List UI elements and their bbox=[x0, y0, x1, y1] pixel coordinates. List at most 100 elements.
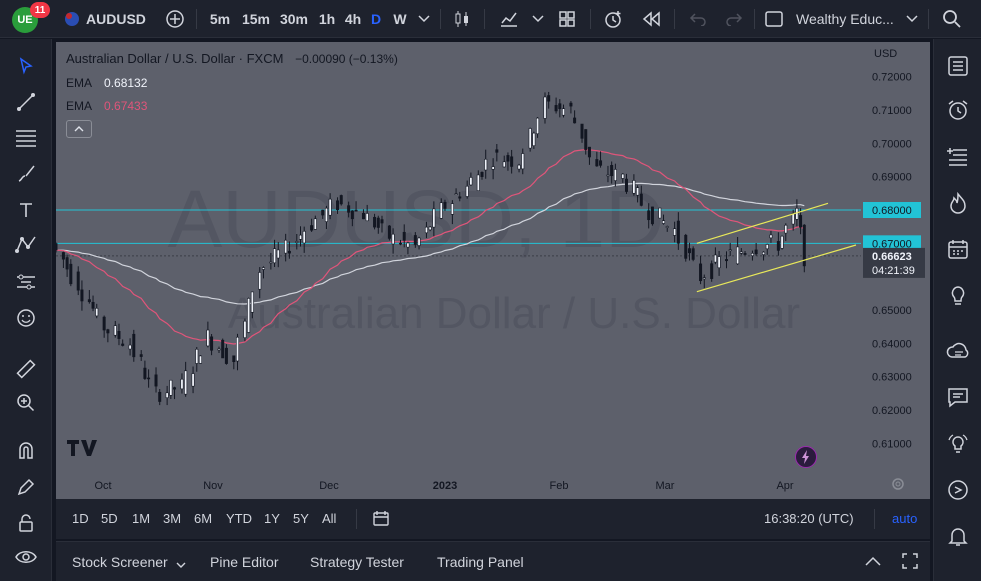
lock-icon[interactable] bbox=[12, 509, 40, 537]
candle-up bbox=[428, 226, 432, 231]
watermark-name: Australian Dollar / U.S. Dollar bbox=[228, 289, 800, 338]
candle-down bbox=[495, 149, 499, 153]
replay-icon[interactable] bbox=[638, 0, 664, 38]
chevron-up-icon[interactable] bbox=[864, 554, 882, 570]
chat-icon[interactable] bbox=[944, 383, 972, 411]
candle-down bbox=[354, 209, 358, 212]
collapse-legend-button[interactable] bbox=[66, 120, 92, 138]
pattern-icon[interactable] bbox=[12, 231, 40, 259]
tab-strategy-tester[interactable]: Strategy Tester bbox=[310, 554, 404, 570]
lightbulb-signal-icon[interactable] bbox=[944, 429, 972, 457]
range-3m[interactable]: 3M bbox=[163, 511, 182, 526]
undo-icon[interactable] bbox=[686, 0, 710, 38]
layout-name[interactable]: Wealthy Educ... bbox=[796, 11, 894, 27]
interval-30m[interactable]: 30m bbox=[279, 11, 309, 27]
range-ytd[interactable]: YTD bbox=[226, 511, 252, 526]
candle-up bbox=[662, 220, 666, 224]
ruler-icon[interactable] bbox=[12, 355, 40, 383]
bottom-panel-tabs: Stock Screener Pine Editor Strategy Test… bbox=[56, 541, 930, 581]
trendline-icon[interactable] bbox=[12, 88, 40, 116]
drawing-toolbar bbox=[0, 39, 52, 581]
brush-icon[interactable] bbox=[12, 160, 40, 188]
candle-up bbox=[313, 218, 317, 230]
flag-icon bbox=[62, 0, 82, 38]
candle-up bbox=[295, 241, 299, 243]
price-tick-label: 0.72000 bbox=[872, 72, 912, 84]
symbol-search[interactable]: AUDUSD bbox=[86, 11, 146, 27]
lightning-icon[interactable] bbox=[795, 446, 817, 468]
watchlist-icon[interactable] bbox=[944, 52, 972, 80]
interval-1h[interactable]: 1h bbox=[318, 11, 336, 27]
candles-icon[interactable] bbox=[450, 0, 474, 38]
tab-trading-panel[interactable]: Trading Panel bbox=[437, 554, 524, 570]
price-chart[interactable]: AUDUSD, 1D Australian Dollar / U.S. Doll… bbox=[56, 42, 930, 499]
interval-15m[interactable]: 15m bbox=[241, 11, 271, 27]
data-window-icon[interactable] bbox=[944, 144, 972, 172]
candle-up bbox=[324, 207, 328, 222]
range-5y[interactable]: 5Y bbox=[293, 511, 309, 526]
templates-icon[interactable] bbox=[554, 0, 580, 38]
ema-fast-label: EMA bbox=[66, 99, 93, 113]
level-price-tag bbox=[863, 202, 921, 218]
settings-gear-icon[interactable] bbox=[890, 476, 906, 497]
ideas-bulb-icon[interactable] bbox=[944, 282, 972, 310]
range-1m[interactable]: 1M bbox=[132, 511, 151, 526]
search-icon[interactable] bbox=[938, 0, 966, 38]
alert-icon[interactable] bbox=[600, 0, 626, 38]
layout-icon[interactable] bbox=[762, 0, 786, 38]
redo-icon[interactable] bbox=[722, 0, 746, 38]
interval-4h[interactable]: 4h bbox=[344, 11, 362, 27]
forecast-icon[interactable] bbox=[12, 268, 40, 296]
eye-icon[interactable] bbox=[12, 543, 40, 571]
range-6m[interactable]: 6M bbox=[194, 511, 213, 526]
chevron-down-icon[interactable] bbox=[904, 0, 920, 38]
range-1d[interactable]: 1D bbox=[72, 511, 89, 526]
interval-5m[interactable]: 5m bbox=[209, 11, 231, 27]
candle-up bbox=[417, 237, 421, 246]
magnet-icon[interactable] bbox=[12, 437, 40, 465]
candle-down bbox=[506, 155, 510, 162]
zoom-icon[interactable] bbox=[12, 389, 40, 417]
notification-bell-icon[interactable] bbox=[944, 522, 972, 550]
chevron-down-icon[interactable] bbox=[530, 0, 546, 38]
chevron-down-icon[interactable] bbox=[176, 556, 186, 572]
auto-scale-toggle[interactable]: auto bbox=[892, 511, 918, 526]
range-all[interactable]: All bbox=[322, 511, 337, 526]
tab-pine-editor[interactable]: Pine Editor bbox=[210, 554, 279, 570]
calendar-icon[interactable] bbox=[944, 235, 972, 263]
currency-selector[interactable]: USD bbox=[874, 48, 898, 60]
maximize-icon[interactable] bbox=[901, 552, 919, 573]
chart-pane[interactable]: AUDUSD, 1D Australian Dollar / U.S. Doll… bbox=[56, 42, 930, 499]
stream-cloud-icon[interactable] bbox=[944, 338, 972, 366]
candle-down bbox=[336, 200, 340, 211]
add-symbol-icon[interactable] bbox=[162, 0, 188, 38]
candle-up bbox=[636, 187, 640, 196]
alarm-clock-icon[interactable] bbox=[944, 96, 972, 124]
range-5d[interactable]: 5D bbox=[101, 511, 118, 526]
chevron-down-icon[interactable] bbox=[416, 0, 432, 38]
emoji-icon[interactable] bbox=[12, 304, 40, 332]
notification-badge: 11 bbox=[30, 2, 50, 18]
indicators-icon[interactable] bbox=[496, 0, 522, 38]
time-axis-label: Apr bbox=[776, 480, 793, 492]
ema-slow-legend[interactable]: EMA 0.68132 bbox=[66, 76, 147, 90]
range-1y[interactable]: 1Y bbox=[264, 511, 280, 526]
date-range-icon[interactable] bbox=[372, 509, 390, 530]
interval-w[interactable]: W bbox=[393, 11, 407, 27]
pencil-lock-icon[interactable] bbox=[12, 473, 40, 501]
horizontal-lines-icon[interactable] bbox=[12, 123, 40, 151]
candle-down bbox=[310, 225, 314, 231]
candle-down bbox=[376, 217, 380, 228]
candle-up bbox=[298, 234, 302, 240]
utc-clock[interactable]: 16:38:20 (UTC) bbox=[764, 511, 854, 526]
ema-fast-legend[interactable]: EMA 0.67433 bbox=[66, 99, 147, 113]
play-circle-icon[interactable] bbox=[944, 476, 972, 504]
candle-down bbox=[347, 205, 351, 213]
tab-stock-screener[interactable]: Stock Screener bbox=[72, 554, 168, 570]
hotlist-fire-icon[interactable] bbox=[944, 189, 972, 217]
text-icon[interactable] bbox=[12, 196, 40, 224]
cursor-icon[interactable] bbox=[12, 52, 40, 80]
interval-d[interactable]: D bbox=[370, 11, 382, 27]
candle-up bbox=[406, 242, 410, 248]
candle-up bbox=[432, 208, 436, 228]
